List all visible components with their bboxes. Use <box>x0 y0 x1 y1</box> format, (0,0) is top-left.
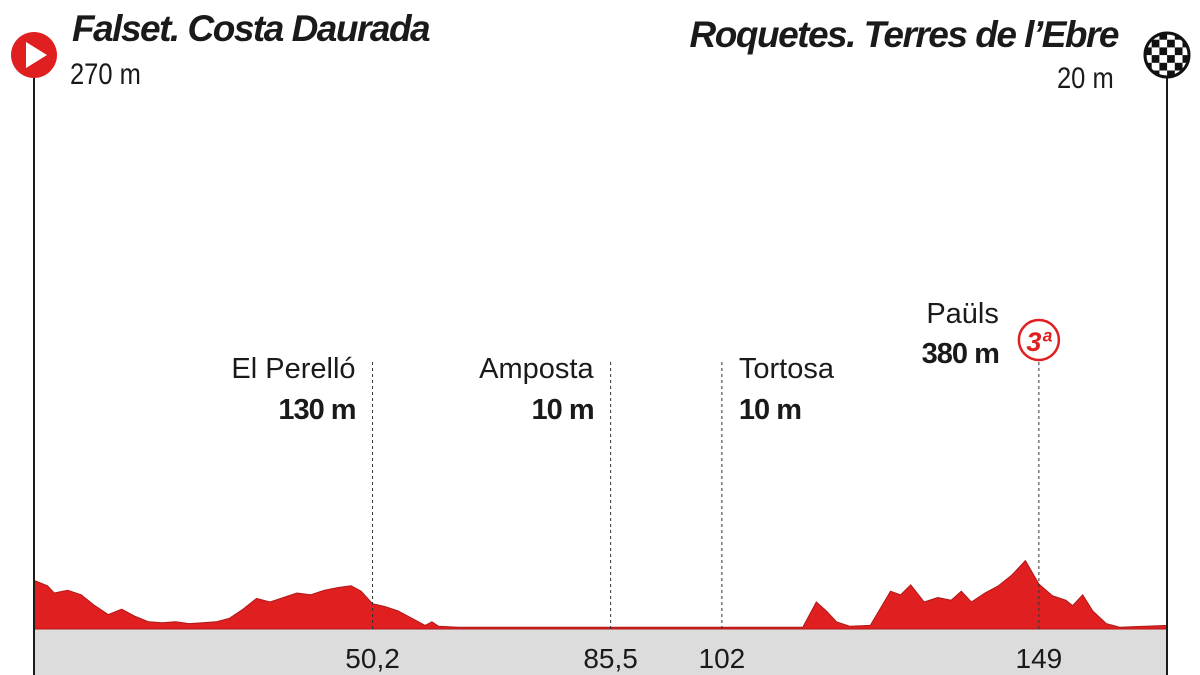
start-icon-triangle <box>26 42 47 68</box>
waypoint-altitude: 10 m <box>532 394 594 426</box>
waypoint-name: Amposta <box>479 353 594 385</box>
elevation-area <box>33 559 1168 630</box>
waypoint-name: Paüls <box>926 298 999 330</box>
finish-icon-cell <box>1167 55 1175 63</box>
finish-icon-cell <box>1182 70 1189 77</box>
finish-icon-cell <box>1151 55 1160 63</box>
elevation-profile <box>33 559 1168 630</box>
finish-altitude: 20 m <box>1057 62 1114 95</box>
distance-tick-labels: 50,2 85,5 102 149 <box>345 643 1062 674</box>
finish-checkered-flag-icon <box>1143 31 1191 79</box>
start-location-name: Falset. Costa Daurada <box>72 8 431 49</box>
waypoint-altitude: 10 m <box>739 394 801 426</box>
finish-location-name: Roquetes. Terres de l’Ebre <box>689 14 1120 55</box>
icons <box>11 31 1191 79</box>
finish-icon-cell <box>1159 62 1168 71</box>
distance-tick-label: 102 <box>699 643 746 674</box>
distance-tick-label: 149 <box>1016 643 1063 674</box>
climb-category-badge <box>1017 318 1061 362</box>
finish-icon-cell <box>1167 39 1175 48</box>
finish-icon-ring <box>1143 31 1191 79</box>
waypoint-guides <box>372 362 1040 629</box>
finish-icon-cell <box>1151 39 1160 48</box>
start-play-icon <box>11 32 57 78</box>
distance-axis-band <box>34 629 1167 675</box>
finish-icon-cell <box>1145 47 1152 56</box>
finish-icon-cell <box>1167 70 1175 77</box>
finish-icon-cell <box>1174 47 1183 56</box>
climb-category-label: 3ª <box>1026 327 1052 357</box>
finish-icon-cell <box>1174 62 1183 71</box>
start-altitude: 270 m <box>70 58 141 91</box>
waypoint-name: Tortosa <box>739 353 835 385</box>
waypoint-labels: El Perelló 130 m Amposta 10 m Tortosa 10 m Paü… <box>231 298 1061 426</box>
finish-icon-cell <box>1159 47 1168 56</box>
distance-tick-label: 85,5 <box>583 643 638 674</box>
profile-edges <box>33 60 1168 675</box>
axis-band <box>34 629 1167 675</box>
finish-icon-cell <box>1159 33 1168 40</box>
waypoint-name: El Perelló <box>231 353 355 385</box>
waypoint-altitude: 380 m <box>922 338 999 370</box>
distance-tick-label: 50,2 <box>345 643 400 674</box>
waypoint-altitude: 130 m <box>278 394 355 426</box>
finish-icon-cell <box>1182 55 1189 63</box>
